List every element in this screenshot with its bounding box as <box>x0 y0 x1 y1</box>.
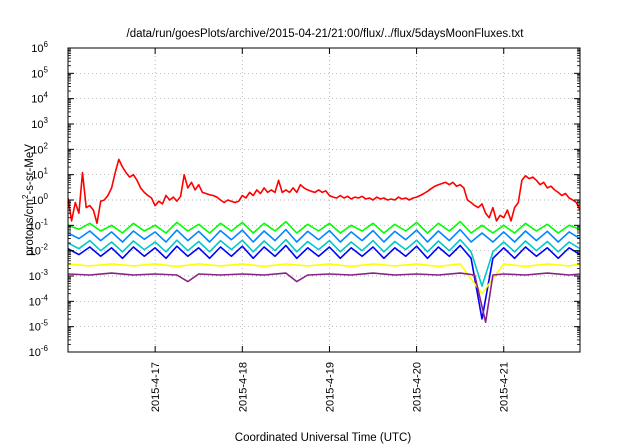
y-tick-base: 10 <box>31 43 43 55</box>
y-tick-base: 10 <box>29 322 41 334</box>
series-line-2 <box>68 220 580 234</box>
y-tick-exponent: 2 <box>44 141 49 150</box>
y-tick-label: 100 <box>31 192 48 207</box>
y-tick-exponent: 0 <box>44 192 49 201</box>
y-tick-label: 102 <box>31 141 48 156</box>
y-tick-exponent: 6 <box>44 40 49 49</box>
y-tick-exponent: 1 <box>44 167 49 176</box>
y-axis-label-sup: 2 <box>21 194 30 199</box>
chart-title: /data/run/goesPlots/archive/2015-04-21/2… <box>127 28 525 40</box>
y-tick-base: 10 <box>31 94 43 106</box>
y-tick-label: 101 <box>31 167 48 182</box>
y-tick-label: 10-1 <box>29 217 49 232</box>
y-tick-base: 10 <box>31 144 43 156</box>
y-tick-exponent: -5 <box>41 319 49 328</box>
y-tick-label: 10-5 <box>29 319 49 334</box>
x-tick-label: 2015-4-17 <box>150 362 162 412</box>
x-tick-labels: 2015-4-17 2015-4-18 2015-4-19 2015-4-20 2015… <box>150 362 511 412</box>
y-axis-label-main: protons/cm <box>24 199 36 256</box>
y-tick-base: 10 <box>29 296 41 308</box>
series-line-1 <box>68 158 580 225</box>
y-tick-label: 10-2 <box>29 243 49 258</box>
y-tick-base: 10 <box>31 195 43 207</box>
y-tick-exponent: -6 <box>41 344 49 353</box>
x-tick-label: 2015-4-21 <box>499 362 511 412</box>
series-group <box>68 158 580 324</box>
y-tick-label: 10-4 <box>29 293 49 308</box>
y-tick-label: 10-3 <box>29 268 49 283</box>
y-tick-base: 10 <box>29 246 41 258</box>
y-tick-labels: 10-610-510-410-310-210-11001011021031041… <box>29 40 49 359</box>
y-tick-exponent: 3 <box>44 116 49 125</box>
series-line-4 <box>68 228 580 243</box>
ticks <box>68 47 580 353</box>
y-tick-exponent: 5 <box>44 65 49 74</box>
y-tick-exponent: -3 <box>41 268 49 277</box>
y-tick-label: 106 <box>31 40 48 55</box>
y-tick-base: 10 <box>31 119 43 131</box>
y-tick-exponent: -4 <box>41 293 49 302</box>
y-tick-base: 10 <box>29 347 41 359</box>
y-tick-base: 10 <box>31 68 43 80</box>
series-layer <box>68 158 580 324</box>
x-tick-label: 2015-4-19 <box>324 362 336 412</box>
y-tick-label: 103 <box>31 116 48 131</box>
series-line-3 <box>68 238 580 287</box>
y-tick-exponent: -1 <box>41 217 49 226</box>
grid <box>68 48 580 352</box>
x-tick-label: 2015-4-20 <box>412 362 424 412</box>
y-tick-label: 104 <box>31 91 48 106</box>
x-tick-label: 2015-4-18 <box>237 362 249 412</box>
y-tick-exponent: -2 <box>41 243 49 252</box>
y-tick-label: 105 <box>31 65 48 80</box>
series-line-7 <box>68 272 580 324</box>
series-line-6 <box>68 263 580 295</box>
y-tick-base: 10 <box>29 271 41 283</box>
y-tick-label: 10-6 <box>29 344 49 359</box>
y-axis-label-rest: -s-sr-MeV <box>24 144 36 195</box>
y-tick-exponent: 4 <box>44 91 49 100</box>
y-tick-base: 10 <box>31 170 43 182</box>
x-axis-label: Coordinated Universal Time (UTC) <box>235 432 412 444</box>
y-tick-base: 10 <box>29 220 41 232</box>
y-axis-label: protons/cm2-s-sr-MeV <box>21 144 36 256</box>
series-line-5 <box>68 244 580 320</box>
